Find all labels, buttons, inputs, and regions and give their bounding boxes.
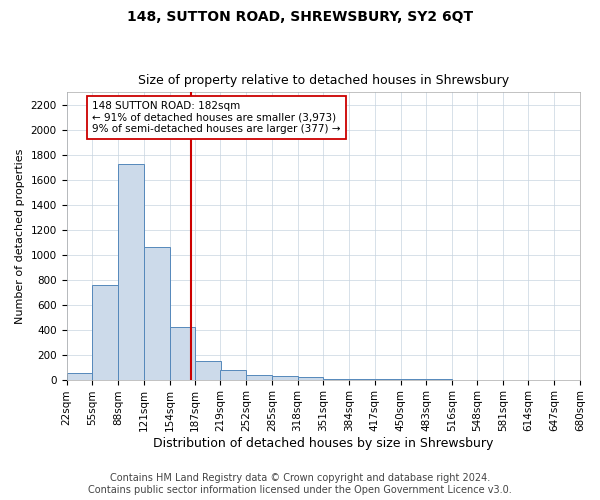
Bar — [246, 374, 272, 380]
Bar — [220, 370, 246, 380]
Bar — [272, 376, 298, 380]
Bar — [298, 377, 323, 380]
Bar — [170, 327, 195, 380]
X-axis label: Distribution of detached houses by size in Shrewsbury: Distribution of detached houses by size … — [153, 437, 493, 450]
Bar — [118, 164, 144, 380]
Text: 148 SUTTON ROAD: 182sqm
← 91% of detached houses are smaller (3,973)
9% of semi-: 148 SUTTON ROAD: 182sqm ← 91% of detache… — [92, 100, 341, 134]
Text: 148, SUTTON ROAD, SHREWSBURY, SY2 6QT: 148, SUTTON ROAD, SHREWSBURY, SY2 6QT — [127, 10, 473, 24]
Text: Contains HM Land Registry data © Crown copyright and database right 2024.
Contai: Contains HM Land Registry data © Crown c… — [88, 474, 512, 495]
Bar — [92, 284, 118, 380]
Y-axis label: Number of detached properties: Number of detached properties — [15, 148, 25, 324]
Bar — [195, 361, 221, 380]
Bar — [67, 374, 92, 380]
Title: Size of property relative to detached houses in Shrewsbury: Size of property relative to detached ho… — [138, 74, 509, 87]
Bar — [323, 379, 349, 380]
Bar — [144, 247, 170, 380]
